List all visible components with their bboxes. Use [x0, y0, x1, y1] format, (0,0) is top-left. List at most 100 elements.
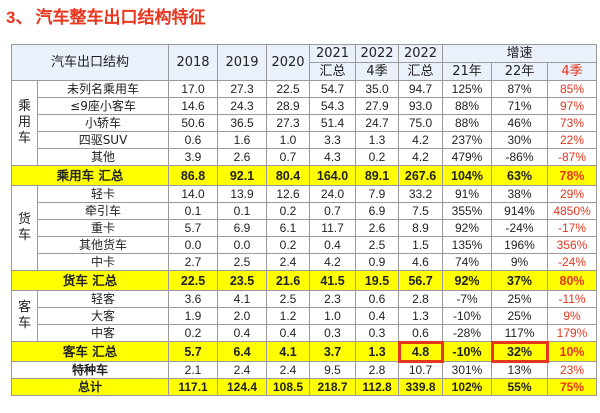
- table-row: 重卡 5.7 6.9 6.1 11.7 2.6 8.9 92% -24% -17%: [12, 219, 598, 237]
- table-cell: 89.1: [355, 165, 400, 186]
- table-cell: -87%: [547, 148, 598, 166]
- table-cell: 0.2: [168, 324, 219, 342]
- table-cell: 2.8: [355, 361, 400, 379]
- table-cell: 1.3: [355, 341, 400, 362]
- table-cell: 29%: [547, 185, 598, 203]
- table-cell: 0.4: [266, 324, 311, 342]
- table-cell: 24.7: [355, 114, 400, 132]
- table-cell: 30%: [491, 131, 549, 149]
- table-cell: 2.6: [355, 219, 400, 237]
- table-cell: 23.5: [217, 270, 268, 291]
- header-2022: 2022: [398, 44, 444, 63]
- table-cell: 479%: [442, 148, 493, 166]
- table-cell: 13%: [491, 361, 549, 379]
- table-cell: 14.0: [168, 185, 219, 203]
- table-cell: 74%: [442, 253, 493, 271]
- table-cell: 1.2: [266, 307, 311, 325]
- table-cell: 75%: [547, 378, 598, 396]
- table-cell: 356%: [547, 236, 598, 254]
- table-cell: 88%: [442, 114, 493, 132]
- table-cell: 78%: [547, 165, 598, 186]
- table-cell: 19.5: [355, 270, 400, 291]
- table-cell: 0.7: [309, 202, 357, 220]
- table-cell: 17.0: [168, 80, 219, 98]
- table-cell: 6.1: [266, 219, 311, 237]
- table-cell: 4.6: [398, 253, 444, 271]
- table-cell: 92%: [442, 270, 493, 291]
- table-cell: 54.7: [309, 80, 357, 98]
- table-cell: 117%: [491, 324, 549, 342]
- table-cell: 196%: [491, 236, 549, 254]
- table-cell: 9.5: [309, 361, 357, 379]
- table-cell: 27.3: [266, 114, 311, 132]
- table-cell: 125%: [442, 80, 493, 98]
- table-cell: 23%: [547, 361, 598, 379]
- table-cell: 117.1: [168, 378, 219, 396]
- table-cell: 2.5: [217, 253, 268, 271]
- table-cell: 179%: [547, 324, 598, 342]
- table-cell: 267.6: [398, 165, 444, 186]
- table-cell: 28.9: [266, 97, 311, 115]
- table-cell: 8.9: [398, 219, 444, 237]
- table-cell: 0.9: [355, 253, 400, 271]
- row-label: 轻卡: [36, 185, 170, 203]
- header-row-1: 汽车出口结构 2018 2019 2020 2021 2022 2022 增速: [10, 44, 598, 81]
- table-row: 牵引车 0.1 0.1 0.2 0.7 6.9 7.5 355% 914% 4850%: [12, 202, 598, 220]
- header-2020: 2020: [266, 44, 311, 81]
- row-label: 中客: [36, 324, 170, 342]
- header-2021: 2021: [309, 44, 357, 63]
- table-cell: 0.3: [309, 324, 357, 342]
- table-cell: 5.7: [168, 341, 219, 362]
- table-cell: 25%: [491, 307, 549, 325]
- table-cell: 37%: [491, 270, 549, 291]
- table-cell: 55%: [491, 378, 549, 396]
- row-label: 大客: [36, 307, 170, 325]
- table-cell: 22.5: [168, 270, 219, 291]
- group-label-bus: 客车: [11, 290, 38, 342]
- summary-row-bus: 客车 汇总 5.7 6.4 4.1 3.7 1.3 4.8 -10% 32% 10%: [10, 340, 598, 363]
- header-growth-21: 21年: [442, 62, 493, 81]
- table-row: ≤9座小客车 14.6 24.3 28.9 54.3 27.9 93.0 88% 71% 97%: [12, 97, 598, 115]
- table-cell: 0.7: [266, 148, 311, 166]
- total-row: 总计 117.1 124.4 108.5 218.7 112.8 339.8 102% 55% 7…: [10, 378, 598, 396]
- table-row: 中客 0.2 0.4 0.4 0.3 0.3 0.6 -28% 117% 179%: [12, 324, 598, 342]
- table-cell: 2.5: [266, 290, 311, 308]
- section-number: 3、: [6, 8, 33, 27]
- table-cell: 0.3: [355, 324, 400, 342]
- table-cell: 108.5: [266, 378, 311, 396]
- table-cell: 6.9: [217, 219, 268, 237]
- row-label: 中卡: [36, 253, 170, 271]
- table-cell: 2.8: [398, 290, 444, 308]
- table-cell: 0.1: [217, 202, 268, 220]
- table-cell: 0.4: [217, 324, 268, 342]
- table-cell: 6.4: [217, 341, 268, 362]
- table-cell: 0.6: [168, 131, 219, 149]
- table-cell: 112.8: [355, 378, 400, 396]
- table-cell: 135%: [442, 236, 493, 254]
- table-cell: 5.7: [168, 219, 219, 237]
- header-2018: 2018: [168, 44, 219, 81]
- table-cell: 56.7: [398, 270, 444, 291]
- group-label-truck: 货车: [11, 185, 38, 271]
- table-cell: 2.4: [266, 361, 311, 379]
- row-label: 牵引车: [36, 202, 170, 220]
- table-cell: 27.3: [217, 80, 268, 98]
- table-cell: 51.4: [309, 114, 357, 132]
- header-2019: 2019: [217, 44, 268, 81]
- table-cell: 91%: [442, 185, 493, 203]
- table-cell: 22%: [547, 131, 598, 149]
- table-cell: -28%: [442, 324, 493, 342]
- table-cell: 1.9: [168, 307, 219, 325]
- table-row: 小轿车 50.6 36.5 27.3 51.4 24.7 75.0 88% 46% 73%: [12, 114, 598, 132]
- section-title: 3、 汽车整车出口结构特征: [6, 2, 205, 34]
- table-cell: 94.7: [398, 80, 444, 98]
- table-cell: 0.2: [266, 202, 311, 220]
- table-cell: 1.0: [266, 131, 311, 149]
- table-cell: 0.6: [355, 290, 400, 308]
- table-cell: 4.1: [217, 290, 268, 308]
- table-cell: 4.1: [266, 341, 311, 362]
- row-label: ≤9座小客车: [36, 97, 170, 115]
- table-cell: 75.0: [398, 114, 444, 132]
- row-label: 未列名乘用车: [36, 80, 170, 98]
- table-cell: 63%: [491, 165, 549, 186]
